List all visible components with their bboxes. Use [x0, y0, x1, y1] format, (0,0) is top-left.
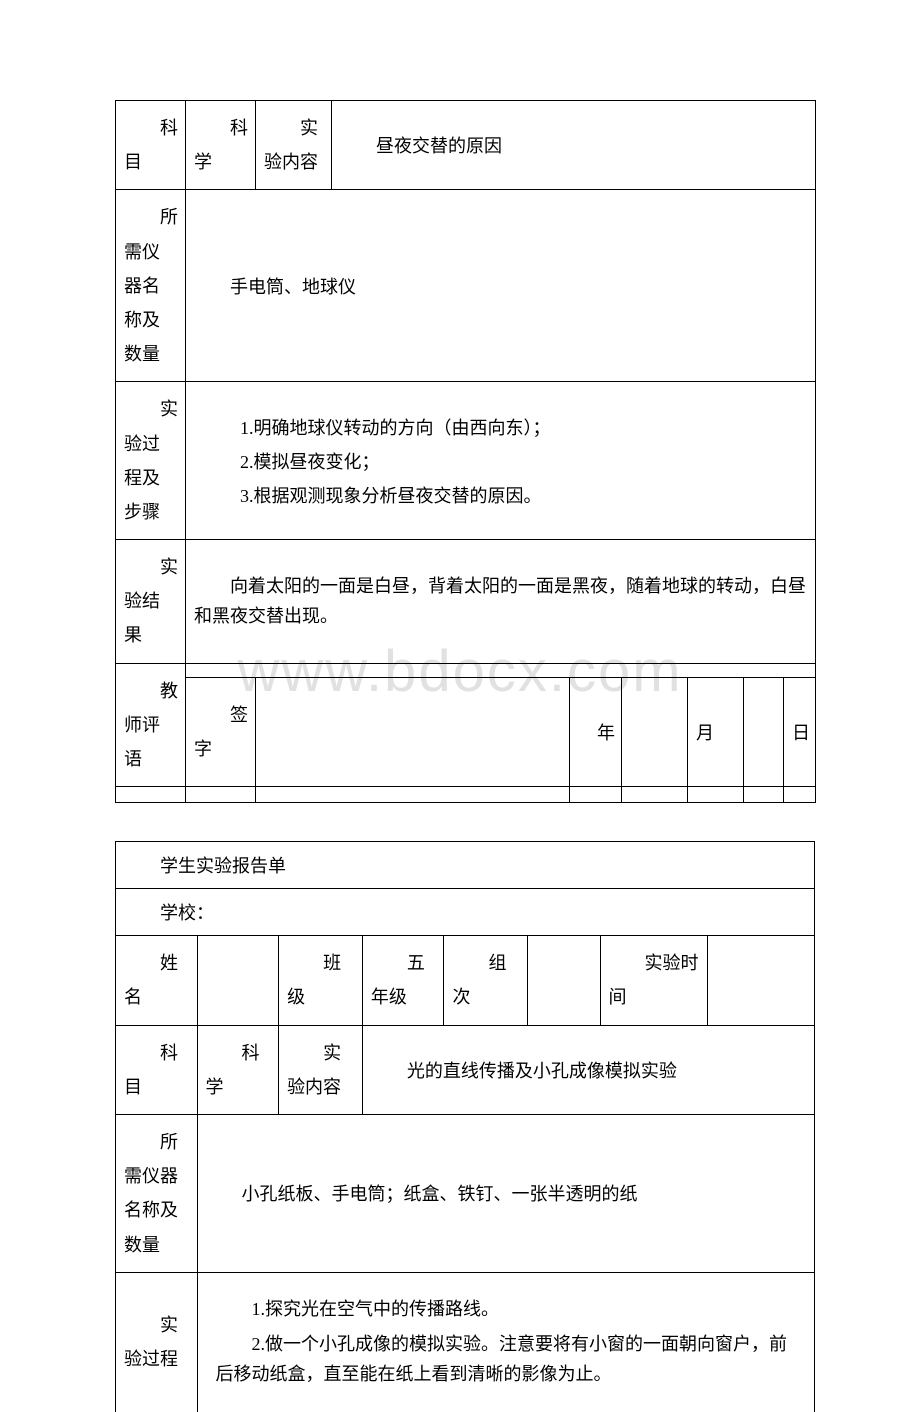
blank-cell	[744, 787, 784, 803]
process-label-2: 实验过程	[116, 1272, 198, 1412]
process-step-3: 3.根据观测现象分析昼夜交替的原因。	[204, 482, 805, 508]
content-label-2: 实验内容	[279, 1025, 363, 1114]
blank-cell	[116, 787, 186, 803]
teacher-comment-blank	[186, 663, 816, 677]
group-blank	[528, 936, 600, 1025]
signature-blank	[256, 677, 570, 787]
class-label: 班级	[279, 936, 363, 1025]
month-blank	[744, 677, 784, 787]
content-label: 实验内容	[256, 101, 332, 190]
group-label: 组次	[444, 936, 528, 1025]
blank-cell	[688, 787, 744, 803]
equipment-label: 所需仪器名称及数量	[116, 190, 186, 382]
content-value-2: 光的直线传播及小孔成像模拟实验	[362, 1025, 814, 1114]
process-steps: 1.明确地球仪转动的方向（由西向东）； 2.模拟昼夜变化； 3.根据观测现象分析…	[186, 382, 816, 540]
process-steps-2: 1.探究光在空气中的传播路线。 2.做一个小孔成像的模拟实验。注意要将有小窗的一…	[197, 1272, 814, 1412]
subject-value: 科学	[186, 101, 256, 190]
report-title: 学生实验报告单	[116, 842, 815, 889]
equipment-value: 手电筒、地球仪	[186, 190, 816, 382]
content-value: 昼夜交替的原因	[332, 101, 816, 190]
time-label: 实验时间	[600, 936, 707, 1025]
class-value: 五年级	[362, 936, 444, 1025]
day-label: 日	[784, 677, 816, 787]
teacher-comment-label: 教师评语	[116, 663, 186, 787]
blank-cell	[570, 787, 622, 803]
name-label: 姓名	[116, 936, 198, 1025]
year-label: 年	[570, 677, 622, 787]
result-label: 实验结果	[116, 540, 186, 664]
experiment-table-2: 学生实验报告单 学校： 姓名 班级 五年级 组次 实验时间 科目 科学 实验内容…	[115, 841, 815, 1412]
subject-label-2: 科目	[116, 1025, 198, 1114]
blank-cell	[256, 787, 570, 803]
blank-cell	[784, 787, 816, 803]
process-step-2: 2.模拟昼夜变化；	[204, 448, 805, 474]
school-label: 学校：	[116, 889, 815, 936]
blank-cell	[186, 787, 256, 803]
name-blank	[197, 936, 279, 1025]
signature-label: 签字	[186, 677, 256, 787]
time-blank	[707, 936, 814, 1025]
process-step-2b: 2.做一个小孔成像的模拟实验。注意要将有小窗的一面朝向窗户，前后移动纸盒，直至能…	[216, 1329, 804, 1390]
result-value: 向着太阳的一面是白昼，背着太阳的一面是黑夜，随着地球的转动，白昼和黑夜交替出现。	[186, 540, 816, 664]
subject-value-2: 科学	[197, 1025, 279, 1114]
year-blank	[622, 677, 688, 787]
month-label: 月	[688, 677, 744, 787]
process-step-1: 1.明确地球仪转动的方向（由西向东）；	[204, 414, 805, 440]
process-step-1b: 1.探究光在空气中的传播路线。	[216, 1295, 804, 1321]
experiment-table-1: 科目 科学 实验内容 昼夜交替的原因 所需仪器名称及数量 手电筒、地球仪 实验过…	[115, 100, 816, 803]
subject-label: 科目	[116, 101, 186, 190]
process-label: 实验过程及步骤	[116, 382, 186, 540]
blank-cell	[622, 787, 688, 803]
equipment-value-2: 小孔纸板、手电筒；纸盒、铁钉、一张半透明的纸	[197, 1114, 814, 1272]
equipment-label-2: 所需仪器名称及数量	[116, 1114, 198, 1272]
